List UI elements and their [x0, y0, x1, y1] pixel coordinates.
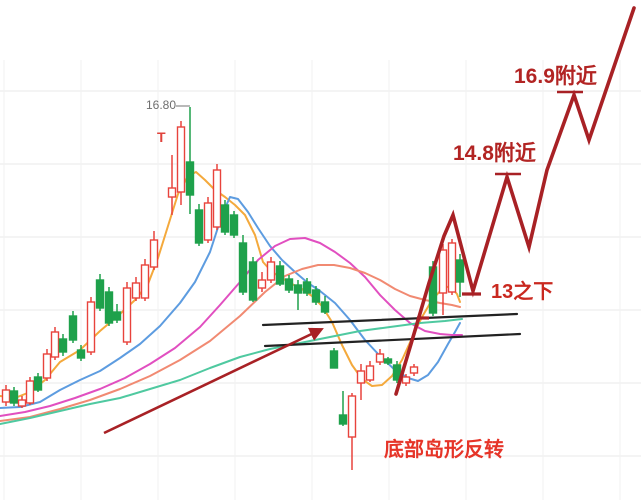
candle-bullish [347, 395, 357, 438]
resistance-line-lower [263, 332, 522, 348]
candle-bullish [375, 353, 385, 363]
candle-bullish [257, 279, 267, 289]
candle-bearish [220, 204, 230, 233]
candle-bullish [122, 287, 132, 343]
candle-bullish [17, 399, 27, 407]
ma-line-teal [0, 318, 463, 425]
island-reversal-label: 底部岛形反转 [384, 439, 504, 461]
candle-bearish [194, 209, 204, 244]
candle-bearish [95, 279, 105, 309]
candle-bearish [383, 358, 393, 364]
peak-price-label: 16.80 [146, 98, 177, 112]
candle-bullish [86, 301, 96, 353]
target-14-8-label: 14.8附近 [453, 142, 536, 165]
ma-line-magenta [0, 237, 463, 417]
candle-bearish [248, 261, 258, 301]
candle-bullish [438, 249, 448, 294]
candle-bearish [392, 364, 402, 381]
candle-bearish [302, 281, 312, 294]
candle-bullish [42, 353, 52, 379]
candle-bearish [229, 214, 239, 236]
candle-bullish [203, 202, 213, 241]
resistance-line-upper [261, 312, 519, 327]
candle-bearish [9, 390, 19, 404]
candle-bearish [112, 311, 122, 321]
candle-bearish [455, 259, 465, 283]
candle-bullish [140, 264, 150, 299]
candle-bullish [149, 239, 159, 268]
candle-bearish [238, 242, 248, 293]
candle-bullish [167, 187, 177, 198]
ma-line-orange [0, 171, 461, 399]
candle-bearish [311, 289, 321, 303]
candle-bearish [58, 338, 68, 353]
target-16-9-label: 16.9附近 [514, 65, 597, 88]
candle-bearish [104, 291, 114, 324]
candle-bearish [284, 278, 294, 291]
candle-bullish [212, 169, 222, 228]
candle-bearish [329, 350, 339, 369]
candle-bullish [401, 376, 411, 384]
candle-bullish [176, 126, 186, 193]
candle-bullish [266, 261, 276, 281]
candle-bearish [293, 284, 303, 294]
candle-bullish [131, 282, 141, 299]
below-13-label: 13之下 [491, 281, 554, 303]
candle-bullish [356, 370, 366, 384]
candle-bearish [68, 315, 78, 341]
trend-arrow [103, 327, 324, 435]
candle-bullish [25, 380, 35, 404]
candle-bullish [447, 242, 457, 293]
candle-bullish [50, 331, 60, 358]
candle-bearish [185, 161, 195, 196]
ma-line-salmon [0, 264, 461, 422]
candle-bearish [320, 301, 330, 313]
t-marker-label: T [157, 129, 166, 145]
candle-bearish [275, 265, 285, 285]
candle-bullish [409, 366, 419, 374]
candle-bearish [338, 414, 348, 425]
candle-bullish [365, 365, 375, 381]
candle-bearish [33, 376, 43, 391]
candle-bearish [76, 349, 86, 359]
ma-line-blue [0, 196, 461, 409]
projection-zigzag [394, 6, 636, 396]
candle-bullish [1, 389, 11, 403]
